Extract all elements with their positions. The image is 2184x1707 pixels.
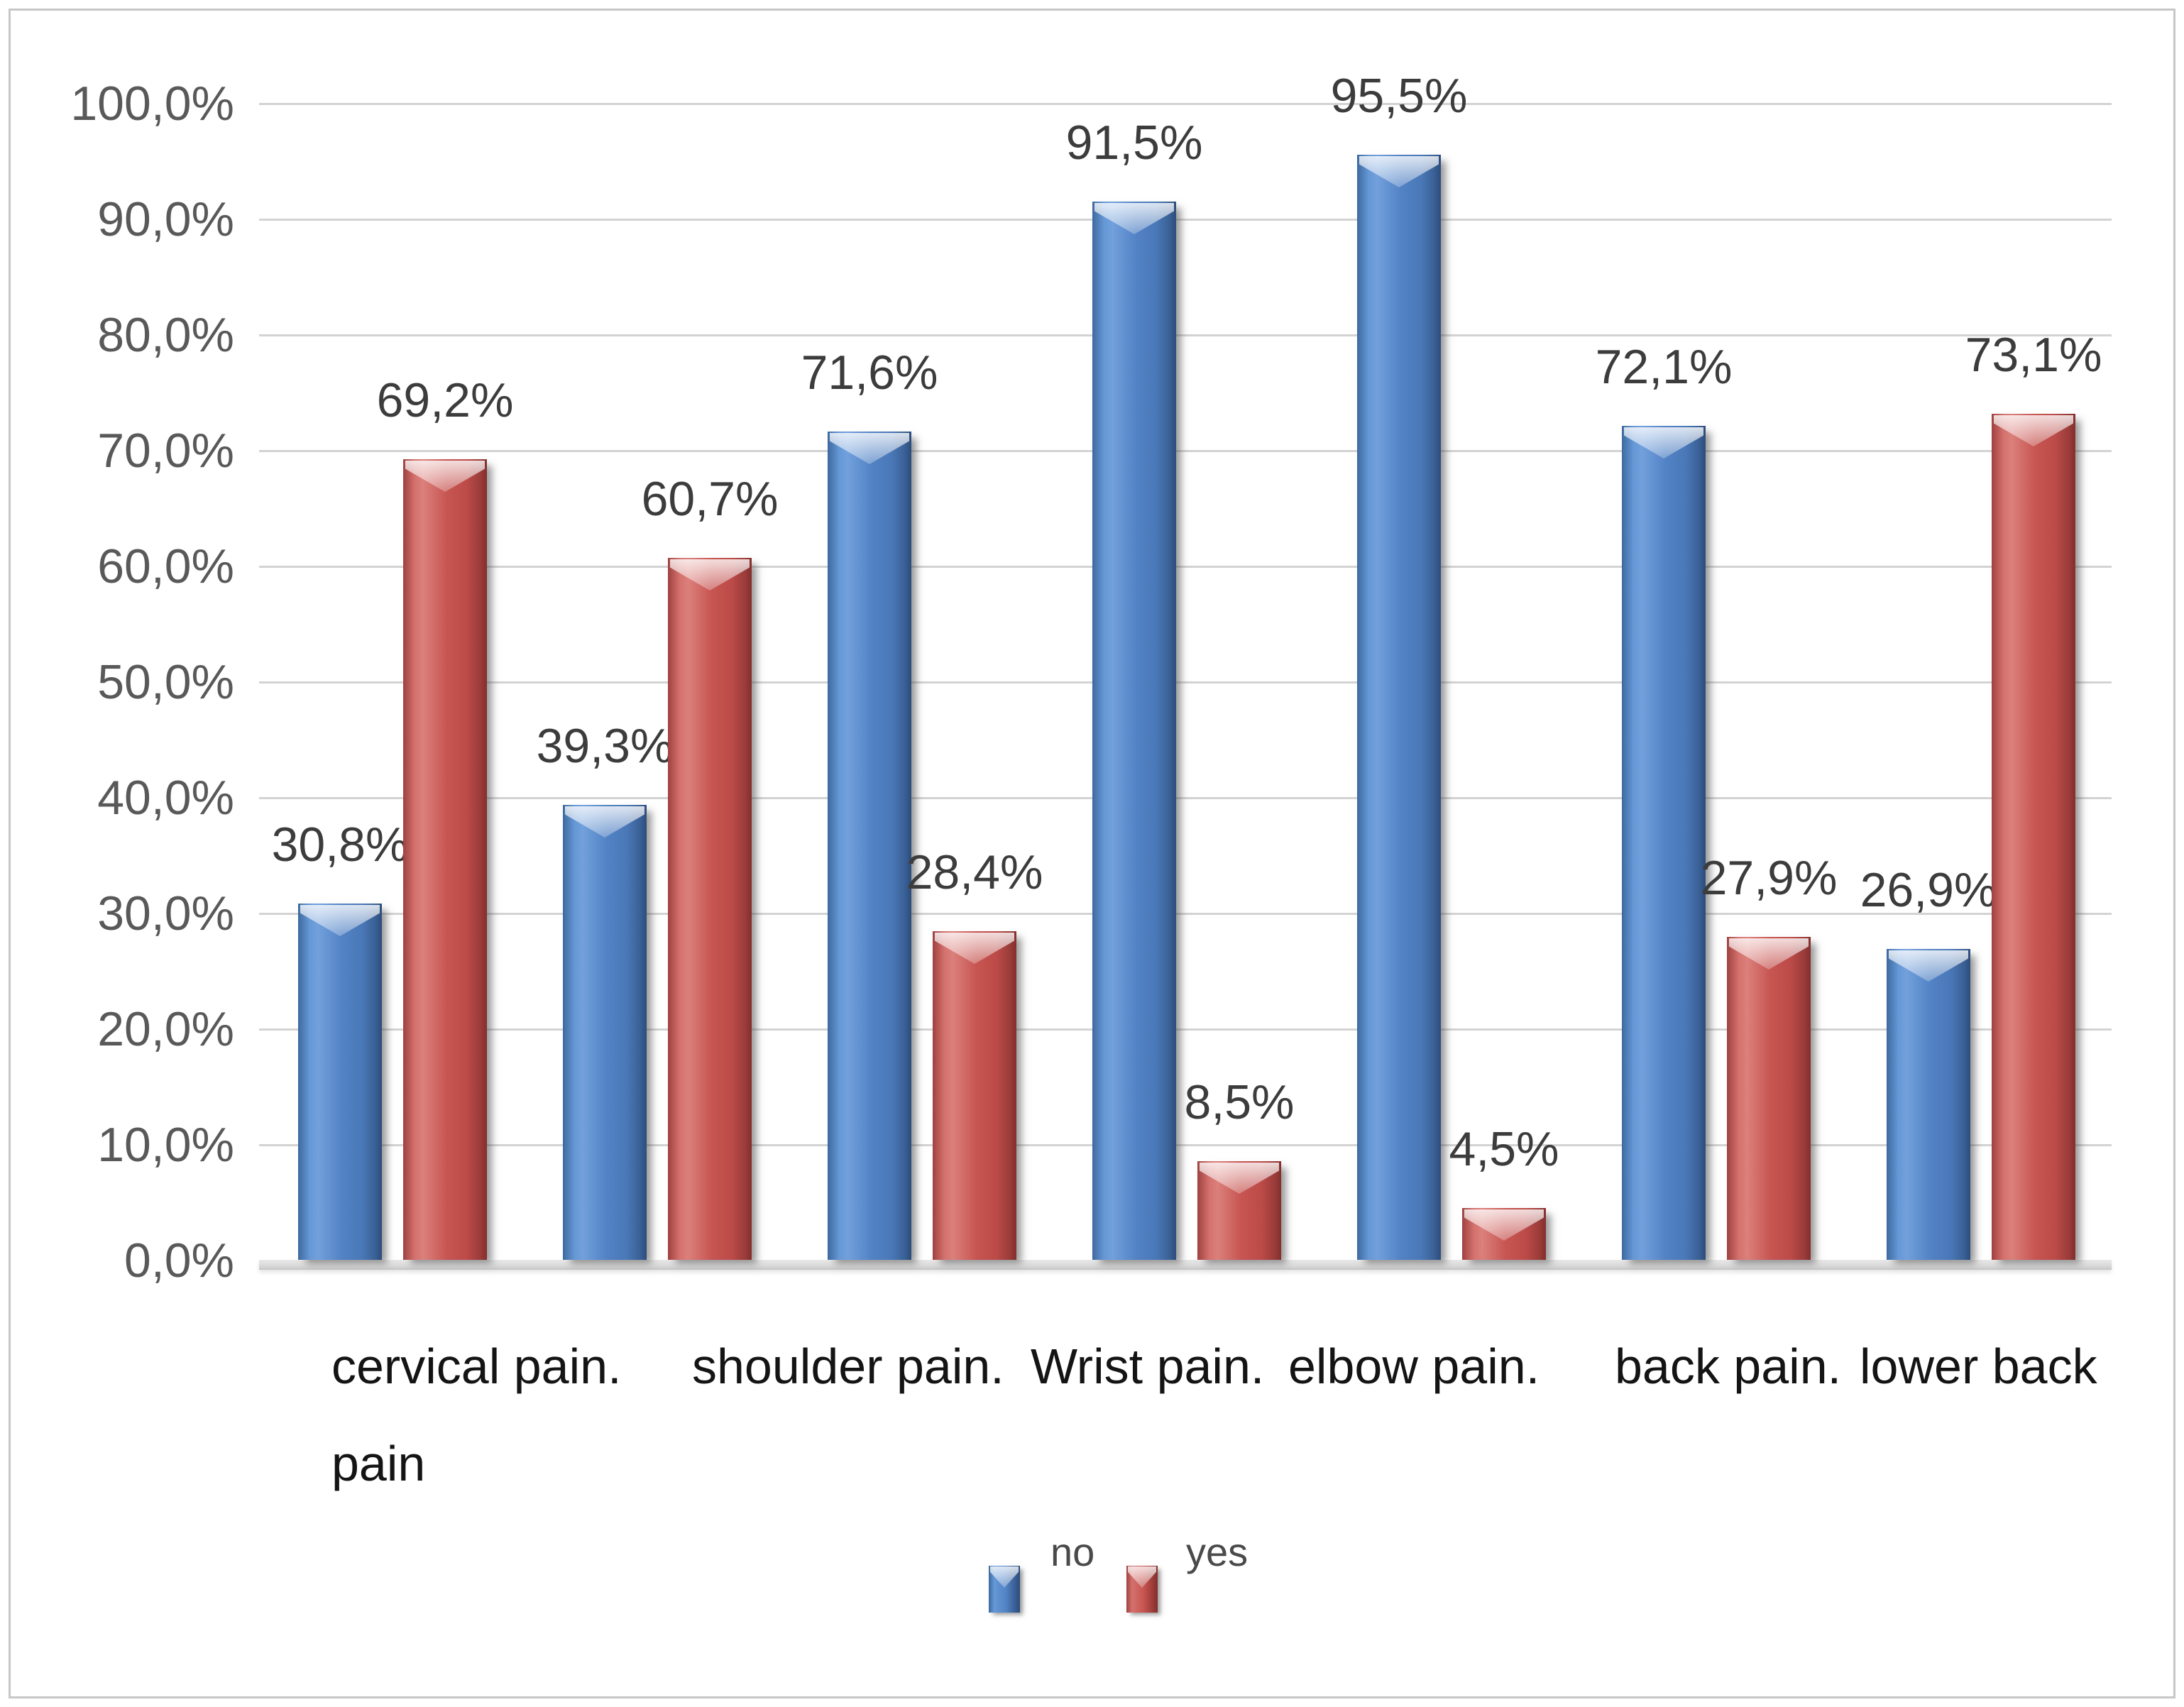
y-axis-tick: 60,0% (97, 539, 234, 593)
value-label-yes-4: 4,5% (1449, 1122, 1559, 1176)
x-axis-label-1: shoulder pain. (692, 1339, 1004, 1394)
value-label-no-0: 30,8% (271, 818, 409, 872)
bar-yes-5 (1727, 937, 1811, 1260)
value-label-no-5: 72,1% (1595, 340, 1733, 394)
x-axis-label-5: lower back (1860, 1339, 2097, 1394)
bar-no-5 (1622, 426, 1706, 1260)
gridline (259, 334, 2112, 336)
x-axis-label-4: back pain. (1615, 1339, 1842, 1394)
value-label-no-4: 95,5% (1330, 69, 1468, 123)
y-axis-tick: 70,0% (97, 424, 234, 478)
x-axis-label-2: Wrist pain. (1031, 1339, 1265, 1394)
y-axis-tick: 80,0% (97, 308, 234, 362)
y-axis-tick: 0,0% (124, 1234, 234, 1288)
value-label-yes-2: 28,4% (906, 845, 1043, 899)
x-axis-label-0: cervical pain. (331, 1339, 622, 1394)
gridline (259, 103, 2112, 105)
legend-swatch-yes-icon (1126, 1566, 1158, 1613)
value-label-yes-0: 69,2% (376, 373, 514, 427)
gridline (259, 681, 2112, 684)
bar-no-2 (828, 432, 911, 1260)
bar-yes-4 (1462, 1208, 1546, 1260)
value-label-yes-3: 8,5% (1184, 1075, 1295, 1129)
bar-no-1 (563, 805, 647, 1260)
gridline (259, 797, 2112, 799)
x-axis-label-wrapped: pain (331, 1436, 426, 1491)
y-axis-tick: 20,0% (97, 1002, 234, 1056)
bar-yes-2 (933, 931, 1016, 1260)
bar-yes-1 (668, 558, 752, 1260)
x-axis-label-3: elbow pain. (1288, 1339, 1540, 1394)
legend-label-yes: yes (1186, 1530, 1249, 1574)
y-axis-tick: 50,0% (97, 655, 234, 709)
bar-yes-3 (1197, 1161, 1281, 1260)
gridline (259, 219, 2112, 221)
gridline (259, 566, 2112, 568)
legend-swatch-no-icon (989, 1566, 1020, 1613)
bar-no-4 (1357, 155, 1441, 1260)
value-label-no-1: 39,3% (536, 719, 674, 773)
bar-no-6 (1887, 949, 1970, 1260)
value-label-yes-6: 73,1% (1965, 328, 2102, 382)
bar-no-3 (1092, 202, 1176, 1260)
value-label-no-6: 26,9% (1860, 863, 1997, 917)
bar-yes-0 (403, 459, 487, 1260)
y-axis-tick: 90,0% (97, 192, 234, 246)
gridline (259, 1144, 2112, 1146)
gridline (259, 913, 2112, 915)
y-axis-tick: 10,0% (97, 1118, 234, 1172)
y-axis-tick: 40,0% (97, 771, 234, 825)
bar-no-0 (298, 904, 382, 1260)
bar-yes-6 (1992, 414, 2075, 1260)
y-axis-tick: 30,0% (97, 887, 234, 940)
value-label-no-2: 71,6% (801, 346, 938, 400)
legend-label-no: no (1050, 1530, 1095, 1574)
value-label-no-3: 91,5% (1065, 116, 1203, 170)
gridline (259, 1028, 2112, 1031)
value-label-yes-5: 27,9% (1700, 851, 1838, 905)
x-axis-line (259, 1260, 2112, 1270)
gridline (259, 450, 2112, 452)
value-label-yes-1: 60,7% (641, 472, 779, 526)
y-axis-tick: 100,0% (70, 77, 234, 131)
